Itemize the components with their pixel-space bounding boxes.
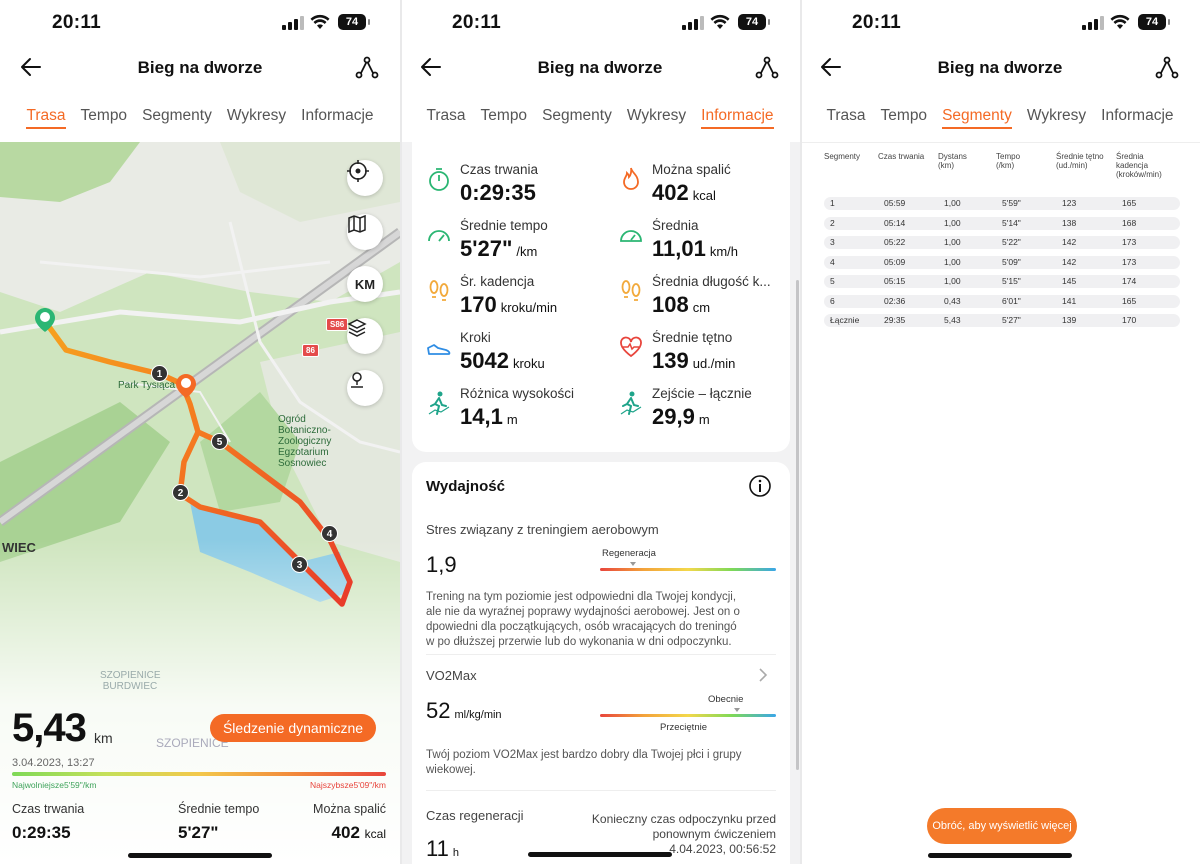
crosshair-icon <box>347 160 369 182</box>
cell-signal-icon <box>682 16 704 30</box>
back-arrow-icon[interactable] <box>418 54 444 80</box>
slowest-pace: Najwolniejsze5'59"/km <box>12 780 97 790</box>
home-indicator <box>128 853 272 858</box>
km-markers-button[interactable]: KM <box>347 266 383 302</box>
tab-wykresy[interactable]: Wykresy <box>1026 107 1087 124</box>
road-sign-s86: S86 <box>326 318 349 331</box>
km-pin-3[interactable]: 3 <box>291 556 308 573</box>
tab-tempo[interactable]: Tempo <box>80 107 128 124</box>
start-marker-icon <box>35 308 55 332</box>
status-time: 20:11 <box>852 12 902 33</box>
location-route-icon <box>351 372 363 388</box>
battery-icon: 74 <box>1138 14 1170 30</box>
distance-unit: km <box>94 730 113 746</box>
summary-duration: Czas trwania 0:29:35 <box>12 802 84 843</box>
panel-divider <box>400 0 402 864</box>
finish-marker-icon <box>176 374 196 398</box>
summary-calories-value: 402 <box>331 823 360 842</box>
tab-segmenty[interactable]: Segmenty <box>542 107 612 124</box>
page-title: Bieg na dworze <box>137 58 263 77</box>
tab-trasa[interactable]: Trasa <box>426 107 466 124</box>
tab-divider <box>800 142 1200 143</box>
locate-button[interactable] <box>347 160 383 196</box>
tab-informacje[interactable]: Informacje <box>1101 107 1174 124</box>
page-title: Bieg na dworze <box>937 58 1063 77</box>
distance-value: 5,43 <box>12 706 87 750</box>
cell-signal-icon <box>282 16 304 30</box>
summary-calories: Można spalić 402 kcal <box>313 802 386 843</box>
map-canvas <box>0 142 400 864</box>
battery-icon: 74 <box>338 14 370 30</box>
status-bar: 20:11 74 <box>0 0 400 44</box>
wifi-icon <box>1110 14 1130 29</box>
summary-pace: Średnie tempo 5'27" <box>178 802 259 843</box>
summary-calories-label: Można spalić <box>313 802 386 816</box>
km-pin-2[interactable]: 2 <box>172 484 189 501</box>
tab-bar: Trasa Tempo Segmenty Wykresy Informacje <box>0 104 400 132</box>
dynamic-tracking-button[interactable]: Śledzenie dynamiczne <box>210 714 376 742</box>
wifi-icon <box>710 14 730 29</box>
phone-segments-view: 20:11 74 Bieg na dworze Trasa Tempo Segm… <box>800 0 1200 864</box>
garden-label: Ogród Botaniczno-Zoologiczny Egzotarium … <box>278 414 332 469</box>
tab-segmenty[interactable]: Segmenty <box>142 107 212 124</box>
district-label-2: SZOPIENICE <box>156 736 229 750</box>
page-title: Bieg na dworze <box>537 58 663 77</box>
city-label: WIEC <box>2 540 36 555</box>
summary-duration-label: Czas trwania <box>12 802 85 816</box>
route-icon[interactable] <box>354 54 380 80</box>
tab-tempo[interactable]: Tempo <box>480 107 528 124</box>
home-indicator <box>928 853 1072 858</box>
status-bar: 20:11 74 <box>400 0 800 44</box>
fastest-pace: Najszybsze5'09"/km <box>310 780 386 790</box>
workout-date: 3.04.2023, 13:27 <box>12 757 95 769</box>
summary-duration-value: 0:29:35 <box>12 823 71 842</box>
road-sign-86: 86 <box>302 344 319 357</box>
route-icon[interactable] <box>754 54 780 80</box>
status-bar: 20:11 74 <box>800 0 1200 44</box>
back-arrow-icon[interactable] <box>818 54 844 80</box>
wifi-icon <box>310 14 330 29</box>
summary-calories-unit: kcal <box>364 827 386 841</box>
layers-icon <box>347 319 367 337</box>
tab-trasa[interactable]: Trasa <box>826 107 866 124</box>
summary-pace-value: 5'27" <box>178 823 219 842</box>
tab-informacje[interactable]: Informacje <box>694 104 781 132</box>
map-type-button[interactable] <box>347 214 383 250</box>
status-time: 20:11 <box>452 12 502 33</box>
battery-icon: 74 <box>738 14 770 30</box>
km-pin-4[interactable]: 4 <box>321 525 338 542</box>
map-icon <box>348 214 366 234</box>
km-pin-5[interactable]: 5 <box>211 433 228 450</box>
header: Bieg na dworze <box>400 44 800 142</box>
panel-divider <box>800 0 802 864</box>
summary-pace-label: Średnie tempo <box>178 802 260 816</box>
tab-informacje[interactable]: Informacje <box>301 107 374 124</box>
route-icon[interactable] <box>1154 54 1180 80</box>
pace-gradient-bar <box>12 772 386 776</box>
park-label: Park Tysiąca <box>118 380 176 391</box>
status-time: 20:11 <box>52 12 102 33</box>
back-arrow-icon[interactable] <box>18 54 44 80</box>
header: Bieg na dworze <box>0 44 400 90</box>
tab-bar: Trasa Tempo Segmenty Wykresy Informacje <box>400 104 800 132</box>
tab-wykresy[interactable]: Wykresy <box>626 107 687 124</box>
phone-info-view: 20:11 74 Bieg na dworze Trasa Tempo Segm… <box>400 0 800 864</box>
phone-route-view: S86 86 Park Tysiąca Ogród Botaniczno-Zoo… <box>0 0 400 864</box>
layers-button[interactable] <box>347 318 383 354</box>
header: Bieg na dworze <box>800 44 1200 90</box>
tab-tempo[interactable]: Tempo <box>880 107 928 124</box>
route-summary: 5,43 km Śledzenie dynamiczne 3.04.2023, … <box>0 700 400 864</box>
rotate-to-view-more-button[interactable]: Obróć, aby wyświetlić więcej <box>927 808 1077 844</box>
tab-wykresy[interactable]: Wykresy <box>226 107 287 124</box>
tab-trasa[interactable]: Trasa <box>19 104 73 132</box>
route-replay-button[interactable] <box>347 370 383 406</box>
district-label-1: SZOPIENICE BURDWIEC <box>100 670 161 692</box>
km-pin-1[interactable]: 1 <box>151 365 168 382</box>
route-map[interactable]: S86 86 Park Tysiąca Ogród Botaniczno-Zoo… <box>0 142 400 864</box>
tab-bar: Trasa Tempo Segmenty Wykresy Informacje <box>800 104 1200 132</box>
tab-segmenty[interactable]: Segmenty <box>935 104 1020 132</box>
cell-signal-icon <box>1082 16 1104 30</box>
